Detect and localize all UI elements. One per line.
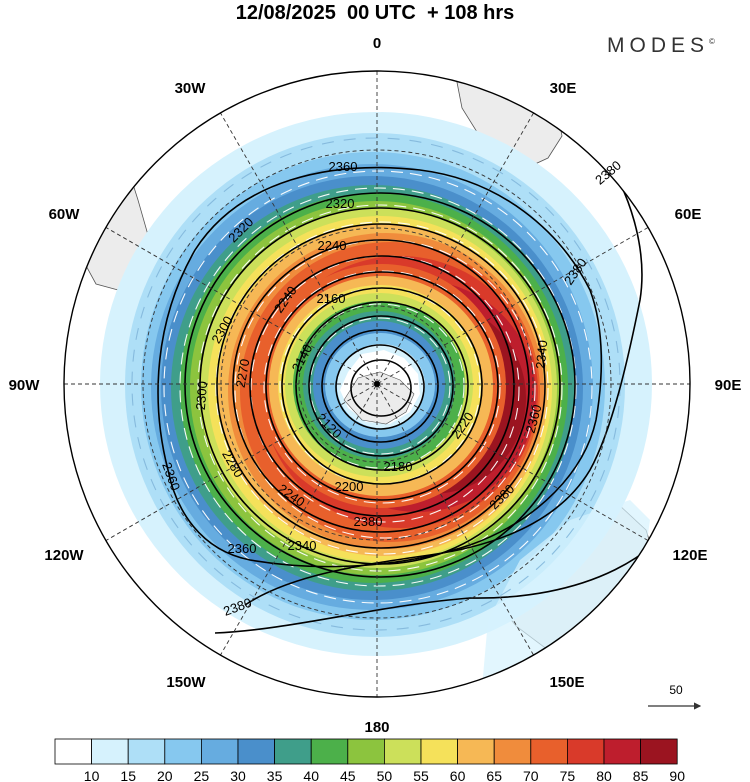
colorbar-tick-label: 45 (340, 768, 356, 782)
colorbar-cell (493, 738, 532, 765)
longitude-labels: 0 30E 60E 90E 120E 150E 180 150W 120W 90… (9, 35, 742, 736)
lon-label-90w: 90W (9, 377, 41, 394)
streamline-2 (179, 187, 577, 587)
contour-label: 2340 (288, 538, 317, 553)
colorbar-tick-label: 25 (194, 768, 210, 782)
lon-label-120w: 120W (44, 547, 84, 564)
colorbar-cell (200, 738, 239, 765)
colorbar-cell (237, 738, 275, 765)
colorbar-tick-label: 35 (267, 768, 283, 782)
contour-label: 2380 (354, 514, 383, 529)
south-pole-marker (374, 381, 380, 387)
meridian-150e-30w (220, 112, 534, 656)
colorbar-cell (274, 738, 312, 765)
colorbar-tick-label: 60 (450, 768, 466, 782)
contour-2140 (335, 344, 425, 430)
colorbar-cell (603, 738, 641, 765)
colorbar-tick-label: 70 (523, 768, 539, 782)
contour-label: 2300 (193, 381, 210, 411)
contour-2180 (308, 315, 454, 457)
colorbar-ticks: 10 15 20 25 30 35 40 45 50 55 60 65 70 75 80 85 90 (84, 768, 685, 782)
colorbar-tick-label: 85 (633, 768, 649, 782)
lon-label-120e: 120E (672, 547, 707, 564)
colorbar (54, 738, 678, 765)
contour-label: 2160 (317, 291, 346, 306)
meridian-60e-120w (105, 227, 649, 541)
lon-label-0: 0 (373, 35, 381, 52)
contour-label: 2270 (233, 358, 253, 389)
colorbar-cell (383, 738, 422, 765)
contour-2260 (249, 255, 515, 517)
streamline-3 (197, 204, 563, 572)
contour-2300 (216, 223, 546, 549)
lon-label-30e: 30E (550, 80, 577, 97)
map-title: 12/08/2025 00 UTC + 108 hrs (235, 2, 515, 24)
streamline-4 (215, 221, 549, 555)
lon-label-30w: 30W (175, 80, 207, 97)
wind-reference-value: 50 (669, 683, 683, 697)
meridian-120e-60w (105, 227, 649, 541)
streamline-1 (163, 170, 593, 604)
contour-label: 2240 (318, 238, 347, 253)
streamline-10 (309, 317, 451, 455)
contour-2220 (281, 287, 483, 485)
colorbar-tick-label: 55 (413, 768, 429, 782)
colorbar-cell (164, 738, 202, 765)
colorbar-cell (310, 738, 349, 765)
contour-2200 (295, 301, 469, 471)
lon-label-60w: 60W (49, 206, 81, 223)
colorbar-tick-label: 50 (377, 768, 393, 782)
colorbar-tick-label: 20 (157, 768, 173, 782)
lon-label-150w: 150W (166, 674, 206, 691)
colorbar-tick-label: 80 (596, 768, 612, 782)
meridian-30e-150w (220, 112, 534, 656)
colorbar-cell (567, 738, 605, 765)
contour-label: 2360 (228, 541, 257, 556)
colorbar-cell (91, 738, 129, 765)
lon-label-150e: 150E (549, 674, 584, 691)
contour-2280 (232, 239, 530, 533)
contour-2160 (321, 329, 439, 443)
colorbar-cell (420, 738, 458, 765)
brand-mark: © (709, 37, 715, 46)
colorbar-cell (347, 738, 385, 765)
contour-2240 (265, 271, 499, 501)
colorbar-cell (640, 738, 678, 765)
colorbar-tick-label: 10 (84, 768, 100, 782)
brand-name: MODES (607, 34, 710, 57)
lon-label-60e: 60E (675, 206, 702, 223)
contour-label: 2340 (533, 340, 550, 370)
colorbar-tick-label: 65 (486, 768, 502, 782)
streamline-7 (263, 270, 501, 504)
lon-label-90e: 90E (715, 377, 742, 394)
colorbar-tick-label: 30 (230, 768, 246, 782)
colorbar-cell (54, 738, 92, 765)
australia-shading (480, 500, 650, 697)
brand-logo: MODES© (607, 34, 715, 58)
colorbar-tick-label: 75 (560, 768, 576, 782)
colorbar-tick-label: 90 (669, 768, 685, 782)
colorbar-tick-label: 40 (303, 768, 319, 782)
contour-label: 2180 (384, 459, 413, 474)
contour-2360 (157, 166, 603, 568)
colorbar-tick-label: 15 (120, 768, 136, 782)
contour-2320 (199, 207, 561, 565)
contour-label: 2200 (335, 479, 364, 494)
colorbar-cell (457, 738, 495, 765)
contour-label: 2360 (329, 159, 358, 174)
lat-lon-grid (64, 71, 690, 697)
wind-reference: 50 (648, 683, 702, 710)
contour-label: 2320 (326, 196, 355, 211)
map-boundary (63, 70, 691, 698)
contour-2120 (350, 359, 412, 417)
colorbar-cell (127, 738, 166, 765)
streamline-9 (295, 303, 465, 469)
lon-label-180: 180 (364, 719, 389, 736)
colorbar-cell (530, 738, 568, 765)
contour-label: 2360 (523, 403, 545, 435)
contour-2340 (184, 192, 576, 578)
